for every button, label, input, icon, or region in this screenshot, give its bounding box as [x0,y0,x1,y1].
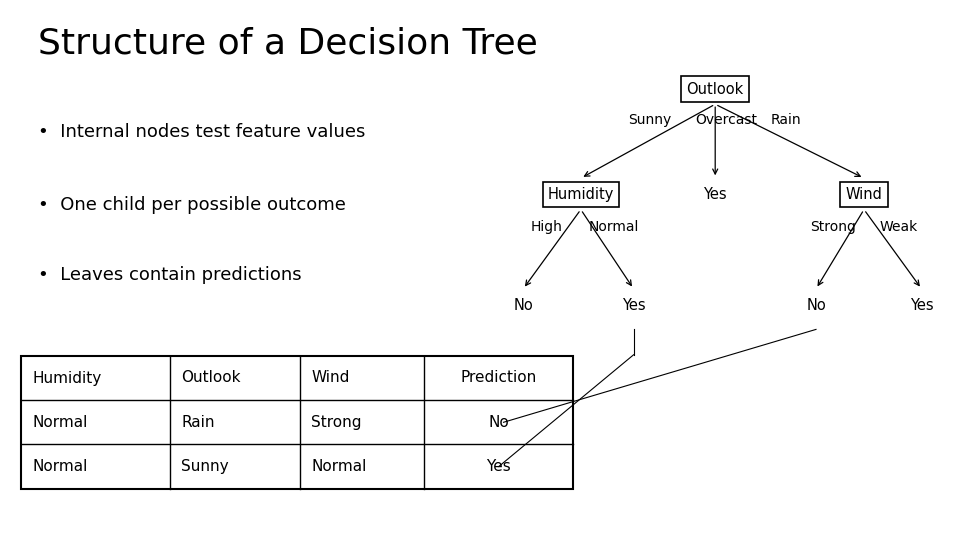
Text: Strong: Strong [810,220,856,234]
Text: Humidity: Humidity [33,370,102,386]
Text: Yes: Yes [704,187,727,202]
Text: No: No [489,415,509,430]
Text: No: No [514,298,533,313]
Text: Yes: Yes [622,298,645,313]
Text: Strong: Strong [311,415,362,430]
Text: Normal: Normal [33,415,88,430]
Text: Outlook: Outlook [686,82,744,97]
Text: No: No [806,298,826,313]
Text: Wind: Wind [311,370,349,386]
Text: Rain: Rain [771,113,802,127]
Text: Normal: Normal [33,459,88,474]
Text: Wind: Wind [846,187,882,202]
Text: Structure of a Decision Tree: Structure of a Decision Tree [38,27,539,61]
Text: •  Leaves contain predictions: • Leaves contain predictions [38,266,302,285]
Text: Outlook: Outlook [181,370,241,386]
Text: Prediction: Prediction [461,370,537,386]
Text: Normal: Normal [588,220,638,234]
Text: •  Internal nodes test feature values: • Internal nodes test feature values [38,123,366,141]
Text: Humidity: Humidity [547,187,614,202]
Text: Sunny: Sunny [628,113,672,127]
Text: Overcast: Overcast [696,113,757,127]
Text: Normal: Normal [311,459,367,474]
Text: Yes: Yes [487,459,511,474]
Text: Yes: Yes [910,298,933,313]
Text: Rain: Rain [181,415,215,430]
Text: •  One child per possible outcome: • One child per possible outcome [38,196,347,214]
Text: Sunny: Sunny [181,459,229,474]
Text: High: High [530,220,563,234]
Text: Weak: Weak [879,220,918,234]
Bar [21,356,573,489]
